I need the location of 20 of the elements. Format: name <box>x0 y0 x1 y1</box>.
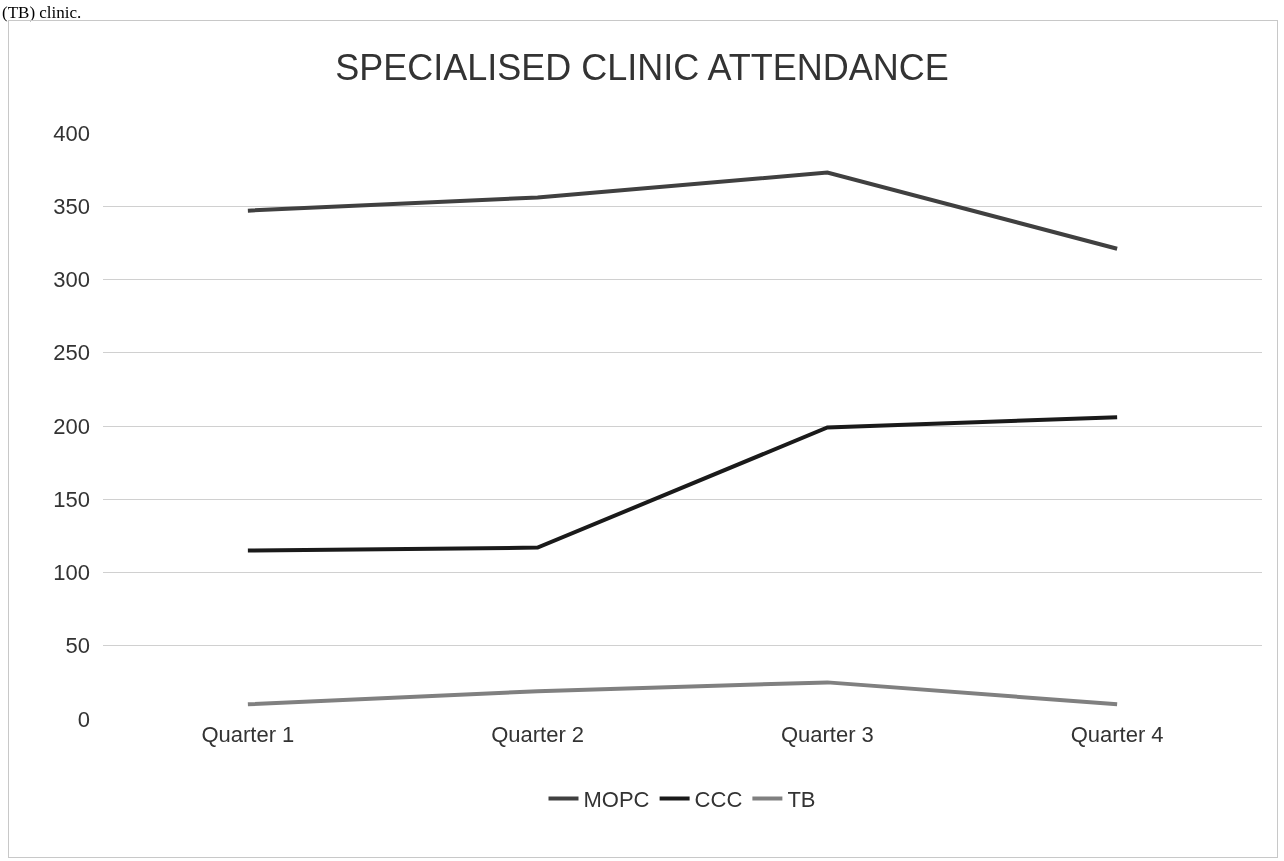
line-series <box>245 415 1120 553</box>
y-tick-label: 400 <box>53 120 90 146</box>
y-tick-label: 350 <box>53 193 90 219</box>
line-series <box>245 170 1120 251</box>
x-tick-label: Quarter 4 <box>1070 722 1164 747</box>
y-tick-label: 100 <box>53 560 90 586</box>
legend-label: TB <box>787 786 816 812</box>
y-tick-label: 150 <box>53 486 90 512</box>
x-tick-label: Quarter 2 <box>491 722 585 747</box>
y-tick-label: 50 <box>65 633 90 659</box>
x-tick-label: Quarter 3 <box>780 722 874 747</box>
y-tick-label: 300 <box>53 267 90 293</box>
legend-label: MOPC <box>583 786 650 812</box>
legend-label: CCC <box>694 786 743 812</box>
text: (TB) clinic. <box>2 3 82 22</box>
x-tick-label: Quarter 1 <box>201 722 295 747</box>
y-tick-label: 250 <box>53 340 90 366</box>
y-tick-label: 200 <box>53 413 90 439</box>
chart-title: SPECIALISED CLINIC ATTENDANCE <box>335 46 949 88</box>
y-tick-label: 0 <box>77 706 90 732</box>
